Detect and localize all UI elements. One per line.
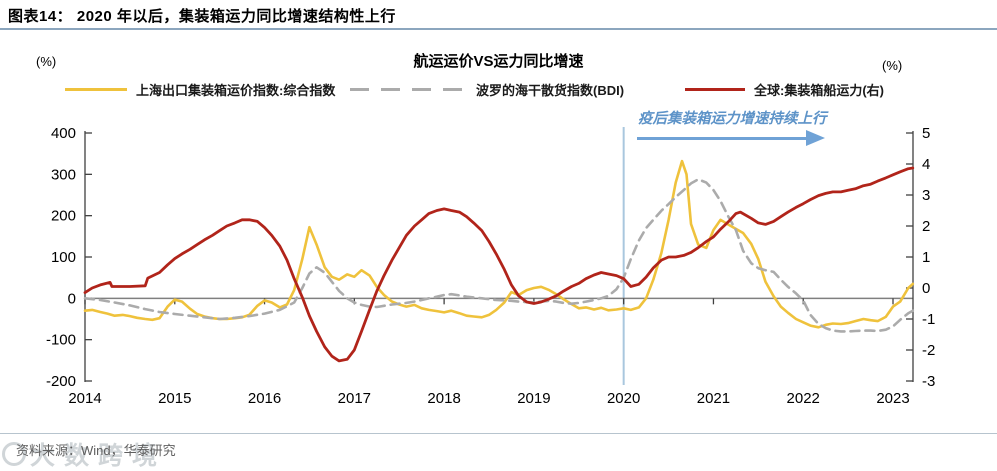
svg-text:2017: 2017 xyxy=(338,390,371,407)
svg-text:5: 5 xyxy=(922,125,930,142)
legend-label-capacity: 全球:集装箱船运力(右) xyxy=(754,82,884,98)
svg-text:2016: 2016 xyxy=(248,390,281,407)
svg-text:2021: 2021 xyxy=(697,390,730,407)
figure-header-title: 图表14： 2020 年以后，集装箱运力同比增速结构性上行 xyxy=(8,8,396,25)
svg-text:-1: -1 xyxy=(922,311,935,328)
watermark-logo-icon xyxy=(2,442,26,466)
legend-label-bdi: 波罗的海干散货指数(BDI) xyxy=(476,82,625,98)
svg-text:0: 0 xyxy=(68,290,76,307)
svg-text:100: 100 xyxy=(51,249,76,266)
annotation-text: 疫后集装箱运力增速持续上行 xyxy=(638,111,827,127)
svg-text:400: 400 xyxy=(51,125,76,142)
svg-text:2015: 2015 xyxy=(158,390,191,407)
watermark: 大数跨境 xyxy=(2,436,166,471)
svg-text:2019: 2019 xyxy=(517,390,550,407)
svg-text:2014: 2014 xyxy=(68,390,101,407)
left-axis-unit: (%) xyxy=(36,54,57,69)
legend-swatch-yellow-line xyxy=(65,87,127,91)
legend-item-bdi: 波罗的海干散货指数(BDI) xyxy=(350,81,625,98)
svg-text:2023: 2023 xyxy=(876,390,909,407)
svg-text:-2: -2 xyxy=(922,342,935,359)
footer-divider xyxy=(0,433,997,434)
svg-text:2022: 2022 xyxy=(787,390,820,407)
svg-text:300: 300 xyxy=(51,166,76,183)
svg-text:1: 1 xyxy=(922,249,930,266)
svg-text:-100: -100 xyxy=(46,332,76,349)
source-note: 资料来源：Wind，华泰研究 xyxy=(16,443,176,458)
chart-title: 航运运价VS运力同比增速 xyxy=(413,53,584,70)
svg-text:2018: 2018 xyxy=(427,390,460,407)
svg-text:2: 2 xyxy=(922,218,930,235)
header-divider xyxy=(0,28,997,30)
annotation-arrow-shaft xyxy=(637,137,809,140)
legend-swatch-red-line xyxy=(685,87,745,91)
legend-item-scfi: 上海出口集装箱运价指数:综合指数 xyxy=(65,81,336,98)
svg-text:4: 4 xyxy=(922,156,930,173)
svg-text:-200: -200 xyxy=(46,373,76,390)
svg-text:3: 3 xyxy=(922,187,930,204)
annotation-arrow-head-icon xyxy=(806,130,825,146)
svg-text:-3: -3 xyxy=(922,373,935,390)
svg-text:2020: 2020 xyxy=(607,390,640,407)
legend-item-capacity: 全球:集装箱船运力(右) xyxy=(685,81,884,98)
legend-swatch-gray-dashed-line xyxy=(350,87,467,91)
right-axis-unit: (%) xyxy=(882,58,903,73)
watermark-text: 大数跨境 xyxy=(30,442,167,470)
svg-text:0: 0 xyxy=(922,280,930,297)
legend-label-scfi: 上海出口集装箱运价指数:综合指数 xyxy=(136,82,336,98)
svg-text:200: 200 xyxy=(51,208,76,225)
